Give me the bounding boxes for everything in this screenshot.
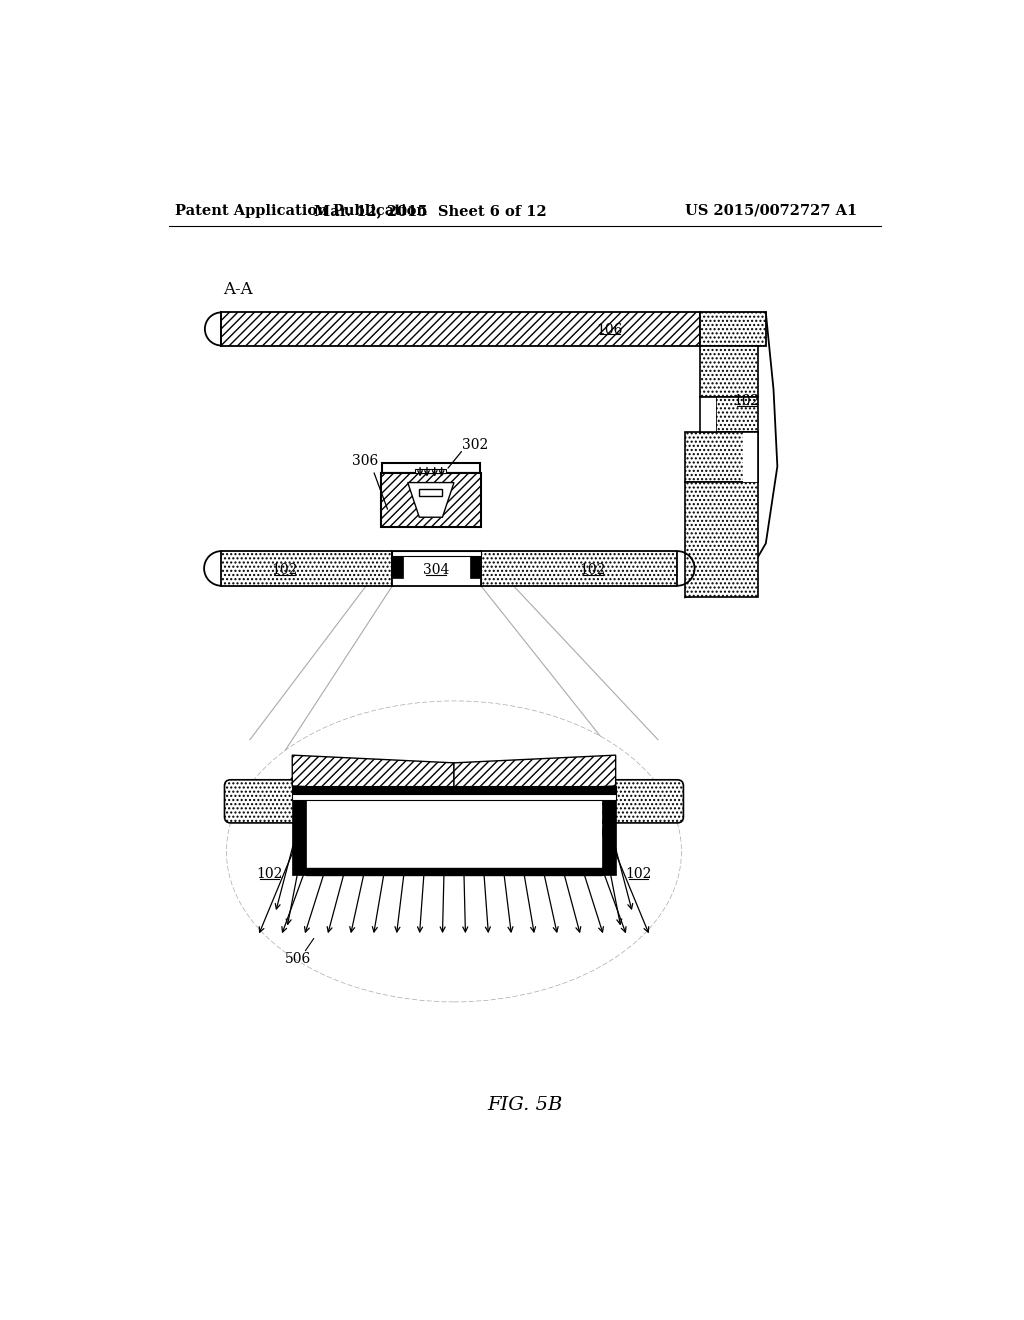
Bar <box>381 474 481 527</box>
Bar <box>685 482 758 598</box>
Text: 102: 102 <box>256 867 283 882</box>
Bar <box>416 469 446 474</box>
Bar <box>742 432 758 482</box>
Bar <box>306 869 602 875</box>
Bar <box>221 552 392 586</box>
Text: 102: 102 <box>580 562 606 577</box>
Bar <box>292 793 615 800</box>
Bar <box>602 785 615 875</box>
Bar <box>481 552 677 586</box>
Polygon shape <box>454 755 615 793</box>
Bar <box>381 474 481 527</box>
Bar <box>392 552 403 578</box>
Text: Mar. 12, 2015  Sheet 6 of 12: Mar. 12, 2015 Sheet 6 of 12 <box>314 203 547 218</box>
Text: 306: 306 <box>352 454 379 469</box>
Bar <box>306 793 602 869</box>
Text: 106: 106 <box>596 323 623 338</box>
Text: Patent Application Publication: Patent Application Publication <box>175 203 427 218</box>
Text: 506: 506 <box>285 952 311 966</box>
Bar <box>221 313 700 346</box>
Text: 102: 102 <box>733 393 760 408</box>
Bar <box>716 397 758 432</box>
Bar <box>392 552 481 586</box>
Bar <box>700 397 716 432</box>
Text: 304: 304 <box>423 562 450 577</box>
Text: US 2015/0072727 A1: US 2015/0072727 A1 <box>685 203 857 218</box>
Polygon shape <box>292 755 454 793</box>
Bar <box>716 397 758 432</box>
Bar <box>221 313 700 346</box>
Bar <box>481 552 677 586</box>
Bar <box>700 346 758 397</box>
Bar <box>292 785 615 793</box>
Bar <box>685 432 758 482</box>
Bar <box>392 552 481 556</box>
Bar <box>382 462 480 474</box>
FancyBboxPatch shape <box>224 780 336 822</box>
Bar <box>292 785 306 875</box>
Bar <box>685 482 758 598</box>
Bar <box>700 313 766 346</box>
FancyBboxPatch shape <box>572 780 683 822</box>
Ellipse shape <box>226 701 681 1002</box>
Text: 302: 302 <box>462 438 487 451</box>
Text: 102: 102 <box>271 562 298 577</box>
Bar <box>685 432 758 482</box>
Text: A-A: A-A <box>223 281 253 298</box>
Ellipse shape <box>226 701 681 1002</box>
Bar <box>470 552 481 578</box>
Text: FIG. 5B: FIG. 5B <box>487 1097 562 1114</box>
Bar <box>700 346 758 397</box>
Bar <box>221 552 392 586</box>
Bar <box>419 488 442 496</box>
Text: 102: 102 <box>626 867 652 882</box>
Polygon shape <box>408 483 454 517</box>
Bar <box>700 313 766 346</box>
